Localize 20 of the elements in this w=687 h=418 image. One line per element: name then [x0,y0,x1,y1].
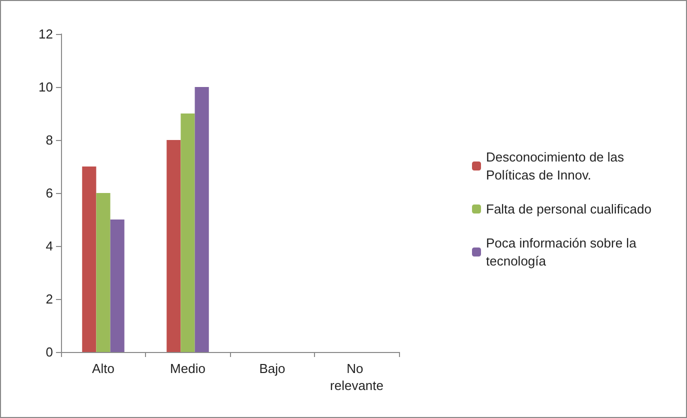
y-tick-label: 4 [46,238,53,254]
x-tick-label: Alto [92,361,114,376]
y-tick-label: 2 [46,292,53,306]
bar [194,87,209,352]
x-tick-label: No relevante [330,361,384,393]
legend-label: Falta de personal cualificado [486,202,652,216]
legend-label: Poca información sobre la tecnología [486,236,640,268]
y-tick-label: 10 [38,80,53,94]
y-tick-label: 0 [46,344,53,360]
bar [82,166,96,352]
y-tick-label: 8 [46,132,53,148]
x-tick-label: Bajo [259,361,286,376]
bar [96,193,110,352]
y-tick-label: 12 [38,26,53,42]
bar [166,140,181,352]
bar [180,114,195,352]
bar [110,220,124,352]
x-tick-label: Medio [170,361,206,376]
legend-label: Desconocimiento de las Políticas de Innov. [486,150,628,182]
y-tick-label: 6 [46,186,53,200]
